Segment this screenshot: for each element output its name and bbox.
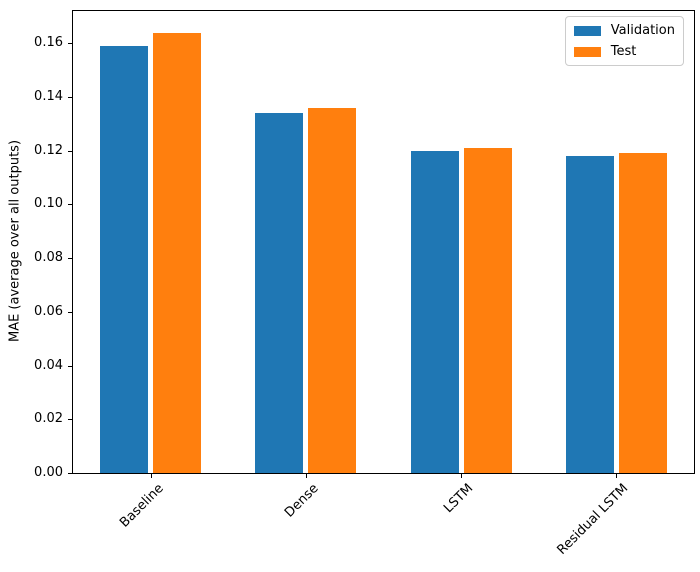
y-tick-mark (68, 43, 72, 44)
bar-test-lstm (463, 148, 512, 473)
x-tick-mark (151, 474, 152, 478)
x-tick-label-lstm: LSTM (441, 481, 477, 517)
plot-area: Validation Test (72, 10, 695, 474)
y-tick-mark (68, 258, 72, 259)
legend-label-test: Test (610, 44, 637, 59)
y-tick-mark (68, 473, 72, 474)
x-tick-label-residual-lstm: Residual LSTM (554, 481, 632, 558)
y-tick-label: 0.10 (34, 196, 63, 211)
y-tick-label: 0.04 (34, 358, 63, 373)
legend-label-validation: Validation (610, 23, 675, 38)
bar-test-residual-lstm (618, 153, 667, 473)
x-tick-mark (306, 474, 307, 478)
y-tick-label: 0.08 (34, 250, 63, 265)
x-tick-mark (616, 474, 617, 478)
y-tick-label: 0.02 (34, 411, 63, 426)
legend-item-test: Test (573, 44, 675, 59)
bar-test-dense (308, 107, 357, 473)
legend: Validation Test (564, 16, 684, 66)
y-tick-mark (68, 204, 72, 205)
legend-swatch-validation (573, 25, 601, 36)
y-tick-label: 0.14 (34, 89, 63, 104)
x-tick-label-dense: Dense (281, 481, 322, 521)
y-tick-label: 0.00 (34, 465, 63, 480)
y-tick-label: 0.06 (34, 304, 63, 319)
y-tick-mark (68, 366, 72, 367)
y-tick-label: 0.16 (34, 35, 63, 50)
bar-validation-baseline (100, 45, 149, 473)
x-tick-mark (461, 474, 462, 478)
y-tick-mark (68, 97, 72, 98)
bar-test-baseline (153, 32, 202, 473)
bar-validation-lstm (410, 150, 459, 473)
legend-item-validation: Validation (573, 23, 675, 38)
y-tick-label: 0.12 (34, 143, 63, 158)
y-tick-mark (68, 312, 72, 313)
x-tick-label-baseline: Baseline (117, 481, 167, 531)
y-tick-mark (68, 419, 72, 420)
legend-swatch-test (573, 46, 601, 57)
y-tick-mark (68, 151, 72, 152)
bar-validation-dense (255, 113, 304, 473)
bar-validation-residual-lstm (565, 156, 614, 473)
